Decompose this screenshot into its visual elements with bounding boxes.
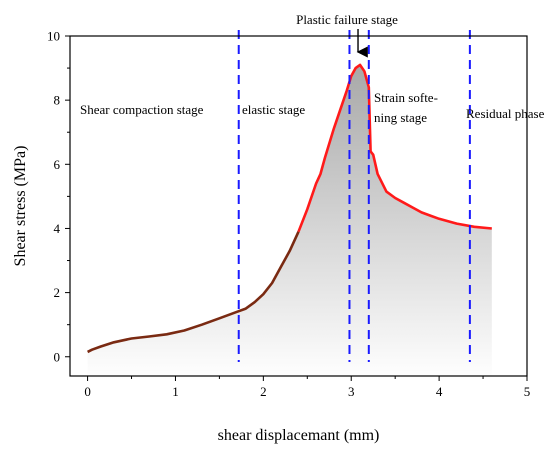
- label-residual-phase: Residual phase: [466, 106, 545, 121]
- x-tick-label: 0: [84, 384, 91, 399]
- y-tick-label: 2: [54, 285, 61, 300]
- y-tick-label: 8: [54, 93, 61, 108]
- y-axis-title: Shear stress (MPa): [12, 146, 29, 267]
- y-tick-label: 4: [54, 221, 61, 236]
- label-elastic-stage: elastic stage: [242, 102, 305, 117]
- x-tick-label: 1: [172, 384, 179, 399]
- y-tick-label: 6: [54, 157, 61, 172]
- x-tick-label: 2: [260, 384, 267, 399]
- label-strain-softening-line1: Strain softe-: [374, 90, 438, 105]
- y-tick-label: 0: [54, 349, 61, 364]
- x-tick-label: 3: [348, 384, 355, 399]
- y-tick-label: 10: [47, 29, 60, 44]
- label-shear-compaction-stage: Shear compaction stage: [80, 102, 204, 117]
- label-plastic-failure-stage: Plastic failure stage: [296, 12, 398, 27]
- x-tick-label: 4: [436, 384, 443, 399]
- x-axis-title: shear displacemant (mm): [218, 427, 380, 444]
- label-strain-softening-line2: ning stage: [374, 110, 427, 125]
- x-tick-label: 5: [524, 384, 531, 399]
